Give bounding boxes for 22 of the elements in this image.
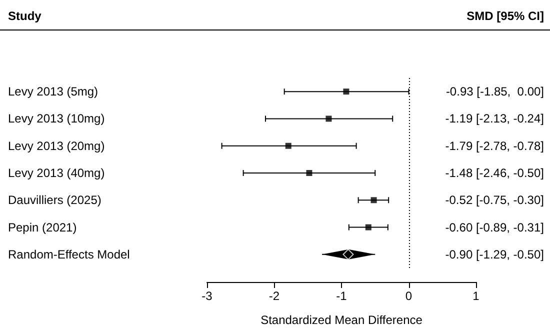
x-tick-label: 1	[472, 289, 480, 303]
data-label: -1.48 [-2.46, -0.50]	[445, 166, 544, 180]
y-tick-label: Pepin (2021)	[8, 220, 77, 234]
data-label: -0.60 [-0.89, -0.31]	[445, 220, 544, 234]
data-label: -0.52 [-0.75, -0.30]	[445, 193, 544, 208]
data-label: -0.93 [-1.85, 0.00]	[446, 84, 544, 99]
x-tick-label: -1	[336, 289, 348, 303]
x-axis-title: Standardized Mean Difference	[260, 313, 423, 327]
y-tick-label: Random-Effects Model	[8, 247, 130, 262]
x-tick-label: -2	[268, 289, 280, 303]
y-tick-label: Levy 2013 (5mg)	[8, 84, 98, 99]
text: SMD [95% CI]	[466, 9, 544, 23]
annotation: -0.90 [-1.29, -0.50]	[445, 247, 544, 262]
y-tick-label: Levy 2013 (20mg)	[8, 138, 105, 153]
data-label: -1.19 [-2.13, -0.24]	[445, 112, 544, 126]
data-label: -1.79 [-2.78, -0.78]	[445, 138, 544, 153]
text: Study	[8, 9, 42, 23]
y-tick-label: Levy 2013 (40mg)	[8, 166, 105, 180]
x-tick-label: -3	[202, 289, 213, 303]
y-tick-label: Dauvilliers (2025)	[8, 193, 102, 208]
x-tick-label: 0	[405, 289, 412, 303]
y-tick-label: Levy 2013 (10mg)	[8, 112, 105, 126]
